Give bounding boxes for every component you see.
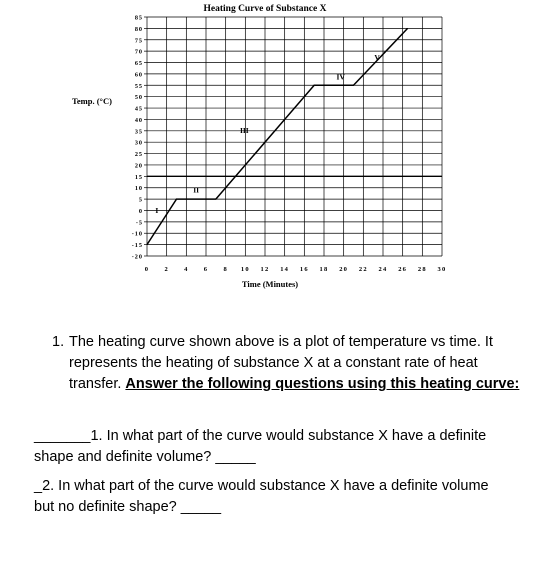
- x-tick-label: 4: [184, 266, 188, 273]
- y-tick-label: 25: [135, 151, 143, 158]
- segment-label: I: [155, 206, 158, 215]
- y-tick-label: 10: [135, 185, 143, 192]
- question-2-text: _2. In what part of the curve would subs…: [34, 478, 489, 515]
- x-tick-label: 18: [320, 266, 329, 273]
- y-tick-label: 15: [135, 174, 143, 181]
- y-tick-label: 55: [135, 83, 143, 90]
- y-tick-label: 0: [139, 208, 143, 215]
- y-tick-label: 40: [135, 117, 143, 124]
- x-tick-label: 24: [379, 266, 388, 273]
- y-axis-label: Temp. (°C): [72, 96, 112, 106]
- x-tick-label: 28: [418, 266, 427, 273]
- y-tick-label: 30: [135, 140, 143, 147]
- y-tick-label: 5: [139, 197, 143, 204]
- x-tick-label: 26: [398, 266, 407, 273]
- x-tick-label: 12: [261, 266, 270, 273]
- question-1: _______1. In what part of the curve woul…: [34, 426, 504, 468]
- y-tick-label: -5: [136, 219, 143, 226]
- x-tick-label: 20: [339, 266, 348, 273]
- segment-label: V: [374, 53, 380, 62]
- x-tick-label: 0: [145, 266, 149, 273]
- segment-label: III: [240, 126, 249, 135]
- x-tick-label: 22: [359, 266, 368, 273]
- x-tick-label: 10: [241, 266, 250, 273]
- y-tick-label: -20: [132, 254, 143, 261]
- y-tick-label: 20: [135, 162, 143, 169]
- x-tick-label: 14: [280, 266, 289, 273]
- x-tick-label: 2: [164, 266, 168, 273]
- question-intro: 1. The heating curve shown above is a pl…: [52, 332, 522, 395]
- x-axis-label: Time (Minutes): [242, 279, 298, 289]
- x-tick-label: 16: [300, 266, 309, 273]
- segment-label: IV: [337, 73, 346, 82]
- question-intro-emphasis: Answer the following questions using thi…: [125, 376, 520, 392]
- question-1-blank[interactable]: _____: [215, 449, 256, 465]
- question-2: _2. In what part of the curve would subs…: [34, 476, 504, 518]
- question-2-blank[interactable]: _____: [180, 499, 222, 515]
- y-tick-label: 65: [135, 60, 143, 67]
- heating-curve-line: [146, 27, 409, 246]
- x-tick-label: 8: [223, 266, 227, 273]
- heating-curve-chart: Heating Curve of Substance X Temp. (°C) …: [72, 4, 447, 289]
- x-tick-labels: 0 2 4 6 8 10 12 14 16 18 20 22 24 26 28 30: [145, 266, 447, 273]
- question-1-text: _______1. In what part of the curve woul…: [34, 428, 487, 465]
- x-tick-label: 30: [438, 266, 447, 273]
- y-tick-label: 45: [135, 106, 143, 113]
- y-tick-labels: 8580757065605550454035302520151050-5-10-…: [132, 15, 147, 261]
- chart-title: Heating Curve of Substance X: [204, 4, 327, 14]
- segment-label: II: [193, 185, 199, 194]
- y-tick-label: 35: [135, 128, 143, 135]
- y-tick-label: 80: [135, 26, 143, 33]
- y-tick-label: 50: [135, 94, 143, 101]
- chart-grid: [146, 16, 443, 257]
- chart-series: [146, 27, 409, 246]
- question-intro-number: 1.: [52, 334, 65, 350]
- y-tick-label: 85: [135, 15, 143, 22]
- question-intro-text: The heating curve shown above is a plot …: [69, 334, 493, 392]
- y-tick-label: 60: [135, 71, 143, 78]
- y-tick-label: 70: [135, 49, 143, 56]
- x-tick-label: 6: [204, 266, 208, 273]
- y-tick-label: 75: [135, 37, 143, 44]
- y-tick-label: -10: [132, 231, 143, 238]
- y-tick-label: -15: [132, 242, 143, 249]
